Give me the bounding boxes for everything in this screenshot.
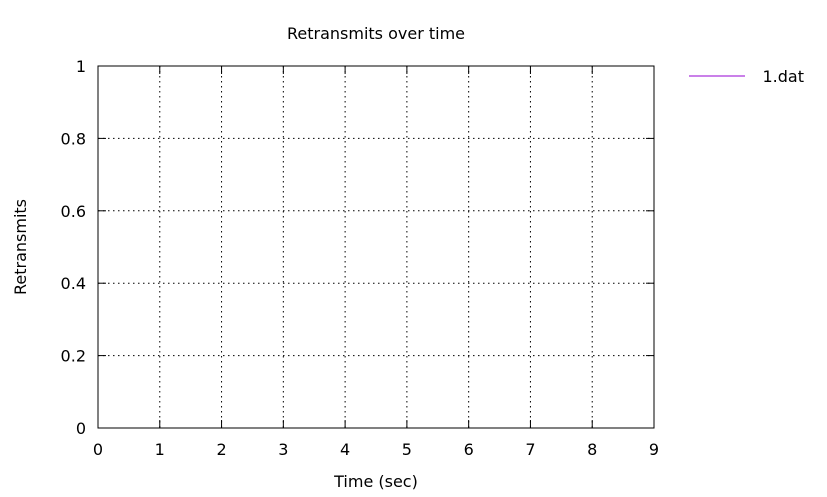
x-tick-label: 6 xyxy=(464,440,474,459)
x-tick-label: 0 xyxy=(93,440,103,459)
y-tick-label: 0.8 xyxy=(61,129,86,148)
grid xyxy=(98,66,654,428)
x-tick-label: 1 xyxy=(155,440,165,459)
legend-label: 1.dat xyxy=(763,67,805,86)
x-tick-label: 3 xyxy=(278,440,288,459)
x-tick-label: 5 xyxy=(402,440,412,459)
x-tick-label: 4 xyxy=(340,440,350,459)
legend: 1.dat xyxy=(689,67,804,86)
y-axis-label: Retransmits xyxy=(11,199,30,295)
y-tick-label: 1 xyxy=(76,57,86,76)
x-tick-label: 7 xyxy=(525,440,535,459)
x-tick-label: 2 xyxy=(216,440,226,459)
x-axis-label: Time (sec) xyxy=(333,472,418,491)
y-tick-label: 0.4 xyxy=(61,274,86,293)
ticks: 0 1 2 3 4 5 6 7 8 9 0 0.2 0.4 0.6 0.8 1 xyxy=(61,57,660,459)
chart-title: Retransmits over time xyxy=(287,24,465,43)
y-tick-label: 0 xyxy=(76,419,86,438)
plot-frame xyxy=(97,65,655,429)
x-tick-label: 8 xyxy=(587,440,597,459)
y-tick-label: 0.6 xyxy=(61,202,86,221)
x-tick-label: 9 xyxy=(649,440,659,459)
y-tick-label: 0.2 xyxy=(61,347,86,366)
